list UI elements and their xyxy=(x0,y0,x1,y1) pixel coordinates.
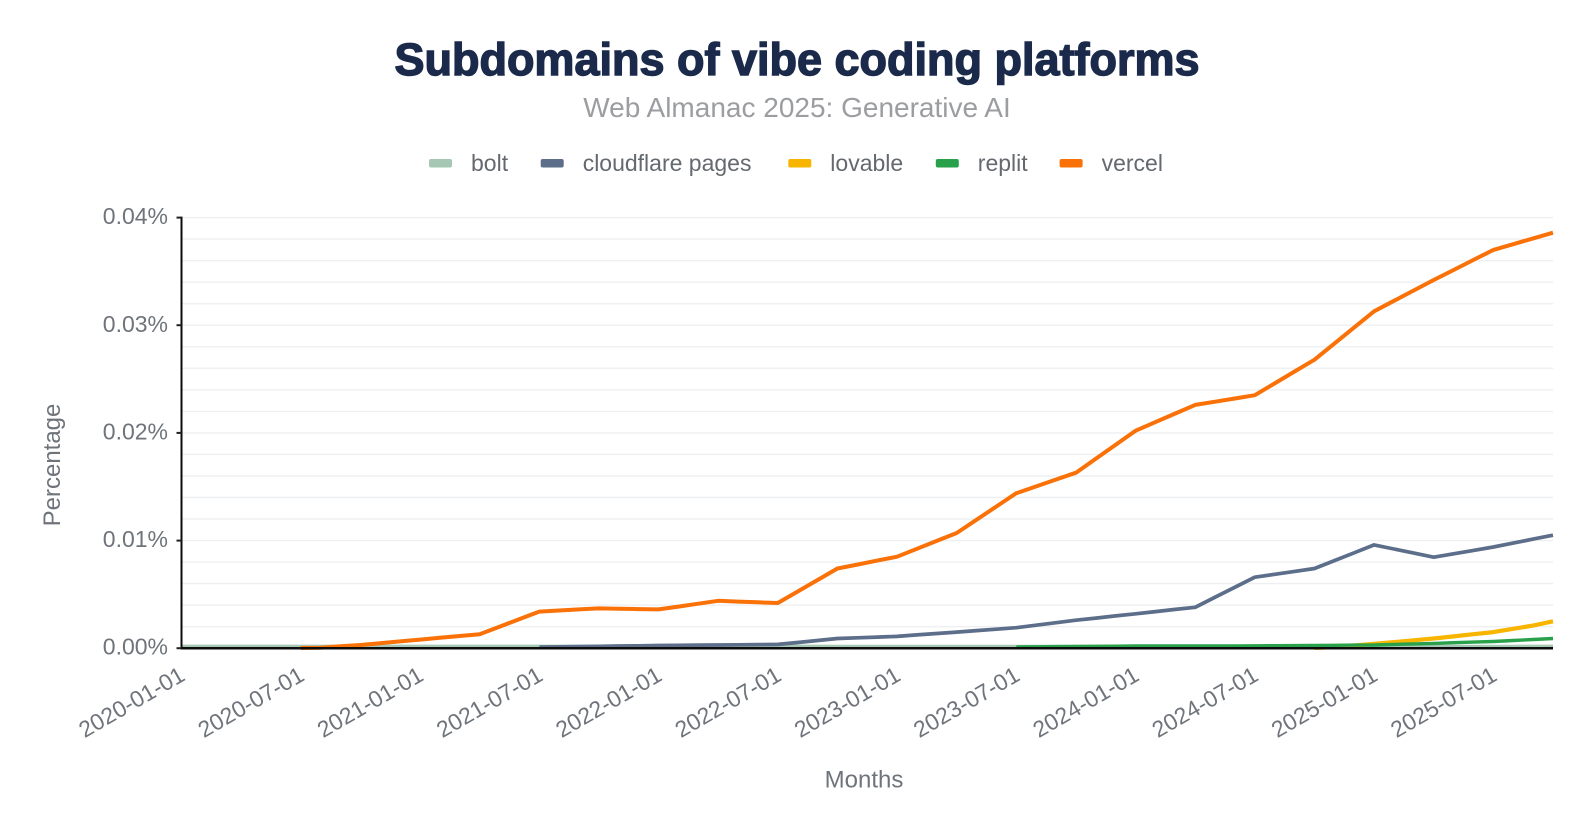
svg-text:0.00%: 0.00% xyxy=(103,634,168,660)
svg-text:0.02%: 0.02% xyxy=(103,418,168,444)
svg-text:lovable: lovable xyxy=(830,150,903,176)
svg-text:cloudflare pages: cloudflare pages xyxy=(583,150,752,176)
svg-text:0.01%: 0.01% xyxy=(103,526,168,552)
svg-text:Web Almanac 2025: Generative A: Web Almanac 2025: Generative AI xyxy=(583,92,1011,123)
svg-text:bolt: bolt xyxy=(471,150,509,176)
svg-text:0.04%: 0.04% xyxy=(103,203,168,229)
svg-text:Subdomains of vibe coding plat: Subdomains of vibe coding platforms xyxy=(394,34,1199,85)
svg-text:replit: replit xyxy=(978,150,1028,176)
svg-text:0.03%: 0.03% xyxy=(103,311,168,337)
svg-text:Percentage: Percentage xyxy=(39,404,66,527)
svg-text:vercel: vercel xyxy=(1102,150,1163,176)
svg-text:Months: Months xyxy=(825,767,904,794)
